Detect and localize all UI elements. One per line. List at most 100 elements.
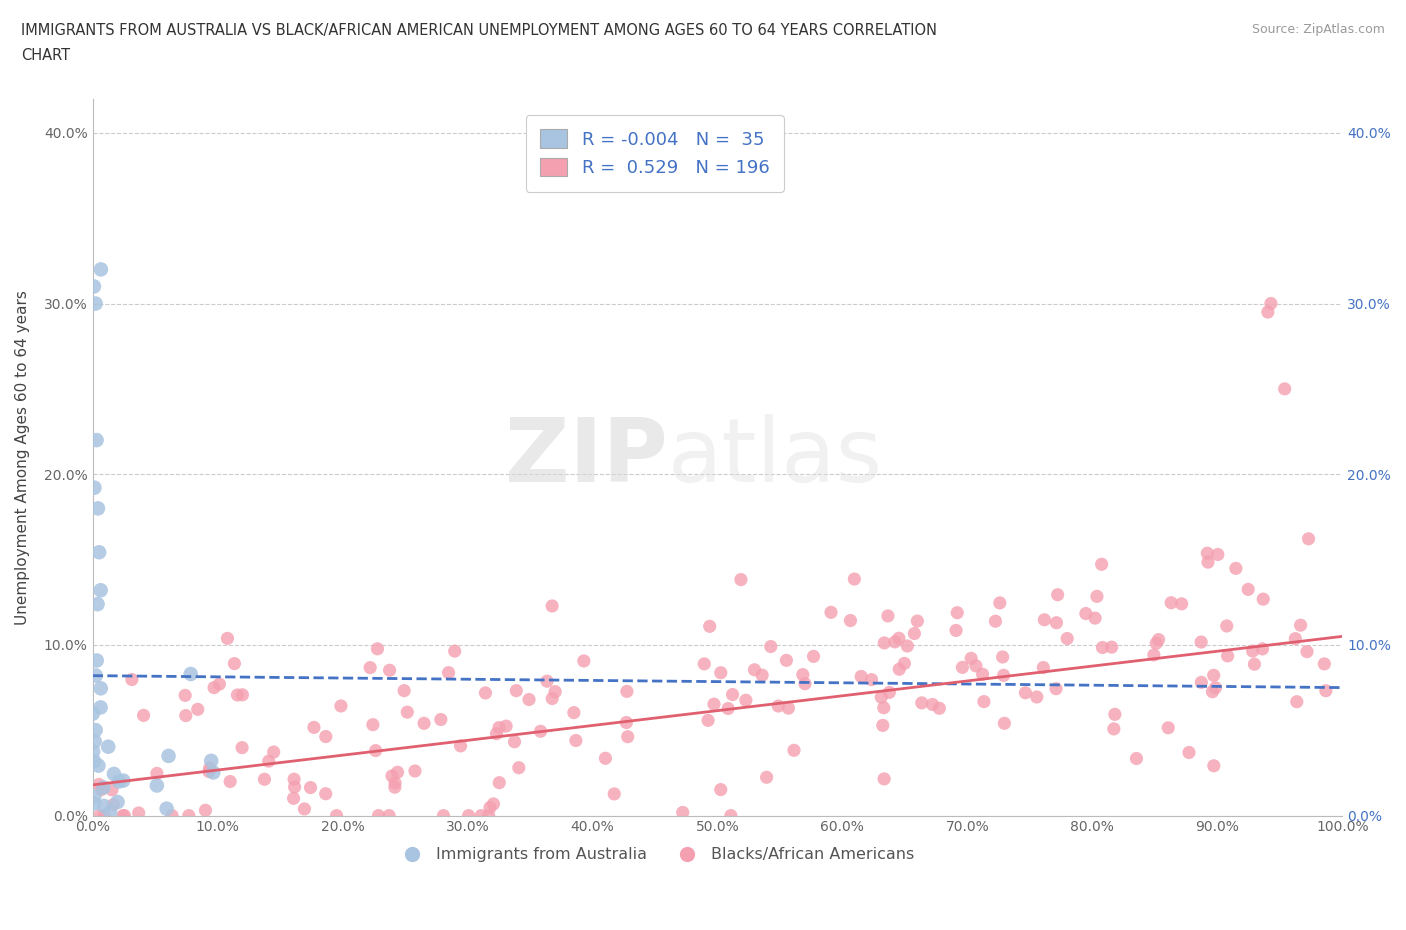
Point [873,635,896,650]
Point [202,765,225,780]
Point [90,782,112,797]
Point [83,789,105,804]
Point [884,634,907,649]
Point [730,572,752,587]
Point [83,480,105,495]
Point [903,626,925,641]
Point [82,744,104,759]
Point [783,743,806,758]
Point [965,658,987,673]
Point [721,687,744,702]
Point [180,667,202,682]
Point [1125,751,1147,766]
Point [217,631,239,645]
Point [97,739,120,754]
Point [231,740,253,755]
Point [839,613,862,628]
Point [90,583,112,598]
Point [89,808,111,823]
Point [870,690,893,705]
Point [294,802,316,817]
Point [508,761,530,776]
Point [872,718,894,733]
Point [157,749,180,764]
Point [544,684,567,699]
Point [710,665,733,680]
Point [529,724,551,738]
Point [988,595,1011,610]
Point [156,802,179,817]
Point [194,803,217,817]
Point [128,805,150,820]
Point [93,780,115,795]
Point [361,717,384,732]
Point [208,677,231,692]
Point [200,753,222,768]
Point [1033,612,1056,627]
Point [283,790,305,805]
Point [991,649,1014,664]
Point [952,660,974,675]
Point [616,684,638,698]
Point [107,794,129,809]
Text: IMMIGRANTS FROM AUSTRALIA VS BLACK/AFRICAN AMERICAN UNEMPLOYMENT AMONG AGES 60 T: IMMIGRANTS FROM AUSTRALIA VS BLACK/AFRIC… [21,23,936,38]
Point [973,694,995,709]
Point [83,753,105,768]
Point [595,751,617,765]
Point [614,715,637,730]
Point [132,708,155,723]
Point [443,644,465,658]
Point [1143,647,1166,662]
Point [366,642,388,657]
Point [1056,631,1078,646]
Point [160,808,183,823]
Point [1313,657,1336,671]
Point [720,808,742,823]
Point [1170,596,1192,611]
Point [83,279,105,294]
Point [101,782,124,797]
Point [911,696,934,711]
Point [928,701,950,716]
Point [889,662,911,677]
Point [364,743,387,758]
Point [90,681,112,696]
Point [384,776,406,790]
Point [603,787,626,802]
Point [82,706,104,721]
Point [450,738,472,753]
Point [112,773,135,788]
Point [413,716,436,731]
Point [849,669,872,684]
Point [616,729,638,744]
Point [1157,721,1180,736]
Point [359,660,381,675]
Point [457,808,479,823]
Point [1189,634,1212,649]
Text: Source: ZipAtlas.com: Source: ZipAtlas.com [1251,23,1385,36]
Point [768,698,790,713]
Point [1241,644,1264,658]
Point [284,779,307,794]
Point [198,764,221,779]
Point [478,808,501,823]
Point [1032,660,1054,675]
Point [1202,668,1225,683]
Point [198,761,221,776]
Point [84,723,107,737]
Point [495,719,517,734]
Point [479,800,502,815]
Point [470,808,492,823]
Point [378,663,401,678]
Point [378,808,401,823]
Point [302,720,325,735]
Point [759,639,782,654]
Point [1102,722,1125,737]
Point [945,623,967,638]
Text: CHART: CHART [21,48,70,63]
Point [1202,758,1225,773]
Point [1144,636,1167,651]
Point [1045,682,1067,697]
Point [1257,305,1279,320]
Point [387,764,409,779]
